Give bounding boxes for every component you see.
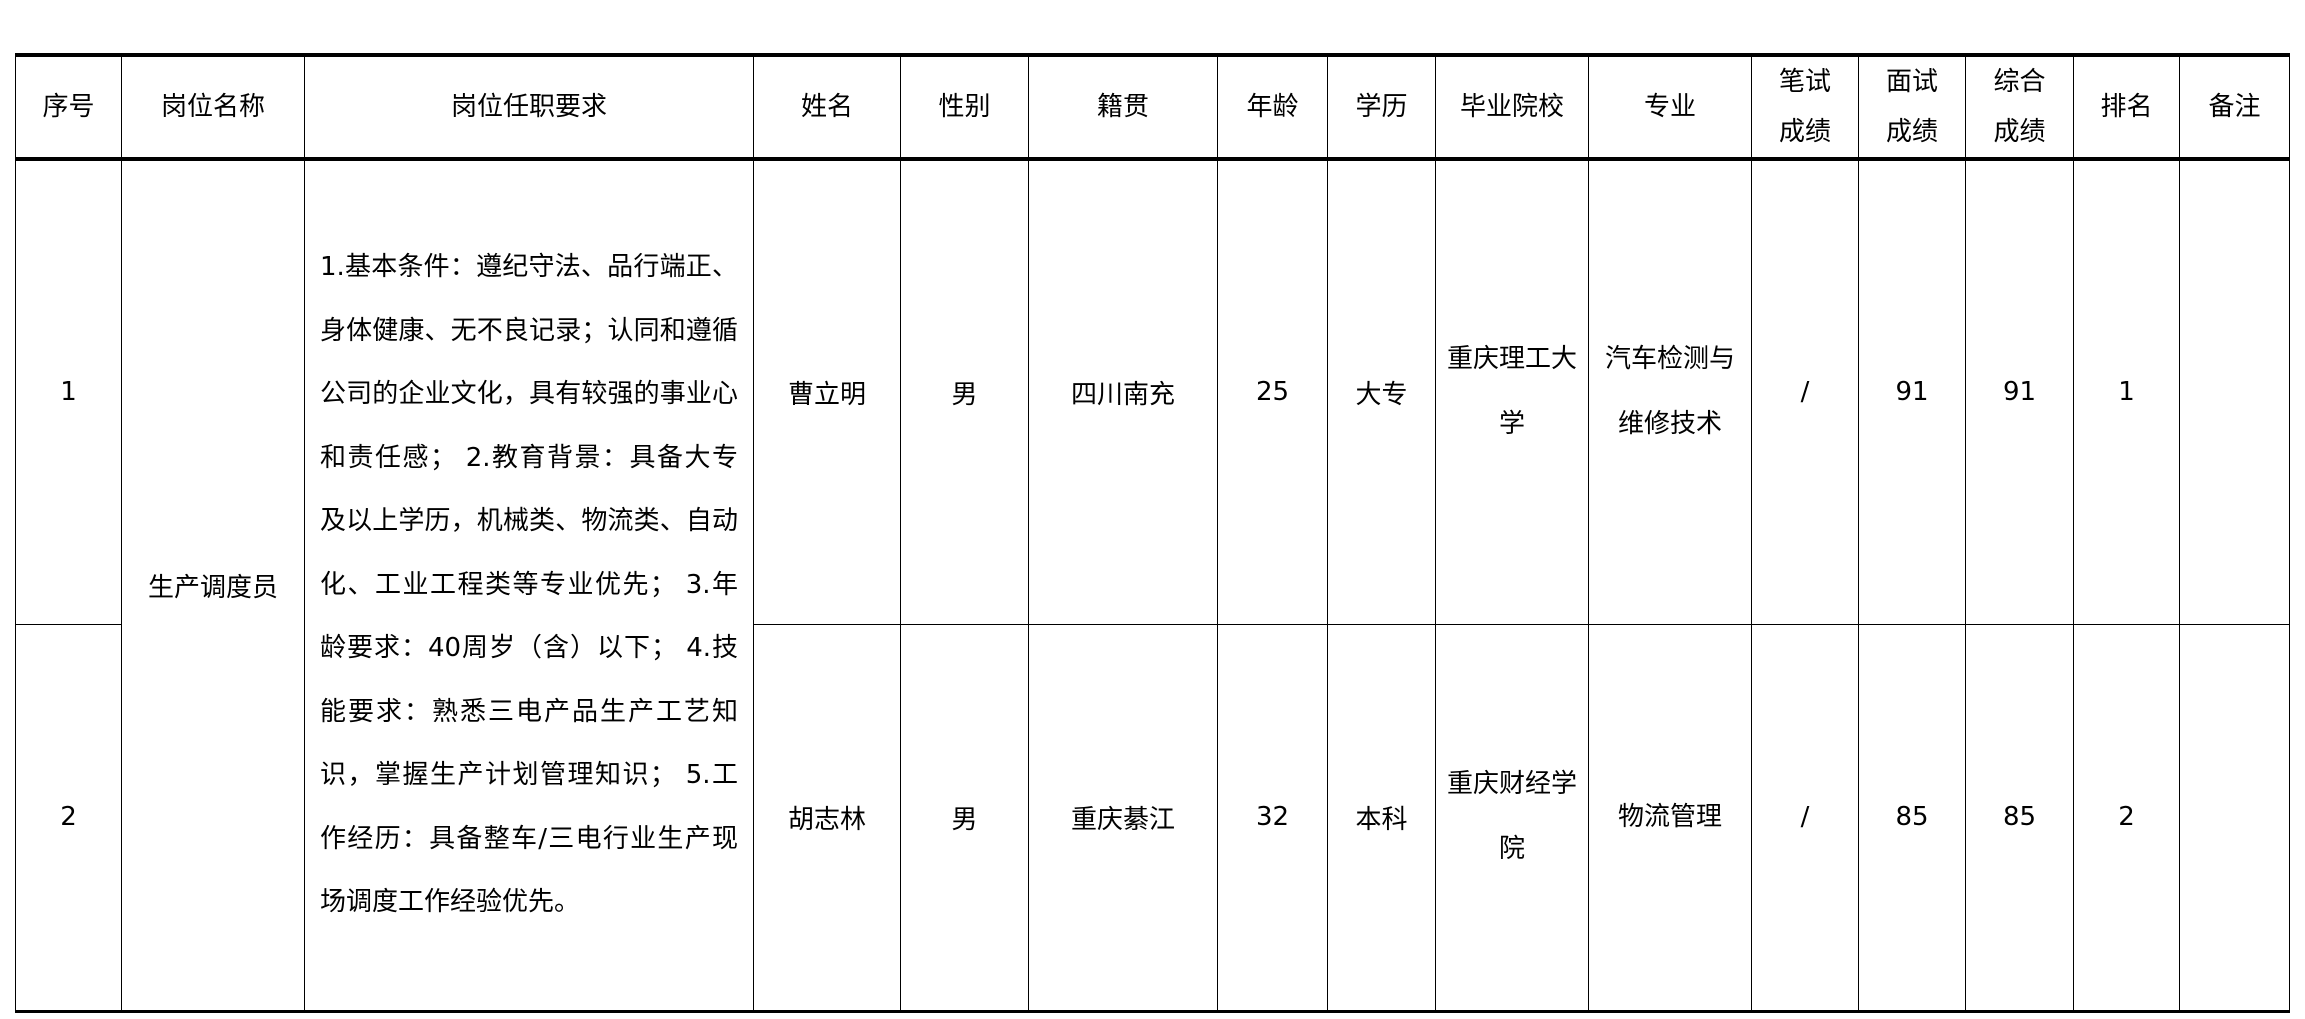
cell-name: 曹立明: [753, 158, 901, 625]
cell-major: 物流管理: [1588, 623, 1752, 1012]
header-education: 学历: [1327, 54, 1436, 160]
cell-rank: 2: [2073, 623, 2180, 1012]
cell-origin: 重庆綦江: [1028, 623, 1218, 1012]
table-row: 1 生产调度员 1.基本条件：遵纪守法、品行端正、身体健康、无不良记录；认同和遵…: [15, 158, 2290, 1012]
cell-total-score: 91: [1965, 158, 2074, 625]
candidate-table: 序号 岗位名称 岗位任职要求 姓名 性别 籍贯 年龄 学历 毕业院校 专业 笔试…: [15, 53, 2290, 1013]
cell-interview-score: 85: [1858, 623, 1966, 1012]
cell-written-score: /: [1751, 158, 1859, 625]
header-no: 序号: [15, 54, 122, 160]
header-row: 序号 岗位名称 岗位任职要求 姓名 性别 籍贯 年龄 学历 毕业院校 专业 笔试…: [15, 54, 2290, 160]
header-total-line2: 成绩: [1993, 117, 2046, 147]
header-school: 毕业院校: [1435, 54, 1589, 160]
header-total-score: 综合 成绩: [1965, 54, 2074, 160]
cell-interview-score: 91: [1858, 158, 1966, 625]
cell-gender: 男: [900, 623, 1029, 1012]
cell-no: 2: [15, 623, 122, 1012]
header-written-line1: 笔试: [1778, 67, 1831, 97]
cell-requirements: 1.基本条件：遵纪守法、品行端正、身体健康、无不良记录；认同和遵循公司的企业文化…: [304, 158, 754, 1012]
cell-note: [2179, 623, 2290, 1012]
header-interview-line1: 面试: [1885, 67, 1938, 97]
cell-written-score: /: [1751, 623, 1859, 1012]
header-gender: 性别: [900, 54, 1029, 160]
cell-total-score: 85: [1965, 623, 2074, 1012]
cell-position: 生产调度员: [121, 158, 305, 1012]
header-origin: 籍贯: [1028, 54, 1218, 160]
header-major: 专业: [1588, 54, 1752, 160]
header-note: 备注: [2179, 54, 2290, 160]
cell-rank: 1: [2073, 158, 2180, 625]
header-position: 岗位名称: [121, 54, 305, 160]
header-requirements: 岗位任职要求: [304, 54, 754, 160]
header-total-line1: 综合: [1993, 67, 2046, 97]
cell-education: 大专: [1327, 158, 1436, 625]
cell-education: 本科: [1327, 623, 1436, 1012]
cell-name: 胡志林: [753, 623, 901, 1012]
cell-school: 重庆理工大学: [1435, 158, 1589, 625]
cell-age: 25: [1217, 158, 1328, 625]
header-rank: 排名: [2073, 54, 2180, 160]
cell-note: [2179, 158, 2290, 625]
cell-major: 汽车检测与维修技术: [1588, 158, 1752, 625]
header-interview-score: 面试 成绩: [1858, 54, 1966, 160]
header-interview-line2: 成绩: [1885, 117, 1938, 147]
cell-school: 重庆财经学院: [1435, 623, 1589, 1012]
cell-age: 32: [1217, 623, 1328, 1012]
header-name: 姓名: [753, 54, 901, 160]
table-row: 2 胡志林 男 重庆綦江 32 本科 重庆财经学院 物流管理 / 85 85 2: [15, 623, 2290, 1012]
header-written-line2: 成绩: [1778, 117, 1831, 147]
cell-origin: 四川南充: [1028, 158, 1218, 625]
cell-gender: 男: [900, 158, 1029, 625]
header-written-score: 笔试 成绩: [1751, 54, 1859, 160]
header-age: 年龄: [1217, 54, 1328, 160]
cell-no: 1: [15, 158, 122, 625]
